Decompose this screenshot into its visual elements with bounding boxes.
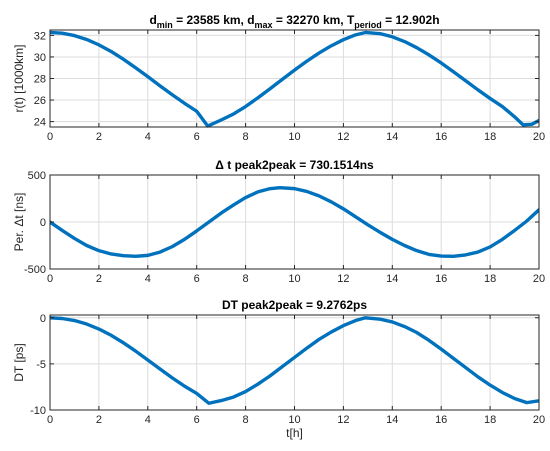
y-tick-label: 32	[34, 30, 46, 42]
x-tick-label: 6	[194, 273, 200, 285]
x-tick-label: 2	[96, 273, 102, 285]
x-tick-label: 14	[386, 131, 398, 143]
x-tick-label: 12	[337, 273, 349, 285]
x-tick-label: 8	[243, 414, 249, 426]
x-tick-label: 20	[533, 131, 545, 143]
x-tick-label: 14	[386, 414, 398, 426]
x-tick-label: 18	[484, 131, 496, 143]
y-tick-label: -5	[36, 359, 46, 371]
x-tick-label: 16	[435, 273, 447, 285]
y-tick-label: 28	[34, 74, 46, 86]
x-tick-label: 4	[145, 131, 151, 143]
x-tick-label: 2	[96, 131, 102, 143]
x-tick-label: 0	[47, 414, 53, 426]
x-tick-label: 8	[243, 131, 249, 143]
x-tick-label: 16	[435, 131, 447, 143]
x-tick-label: 20	[533, 273, 545, 285]
y-axis-label: DT [ps]	[12, 343, 26, 381]
x-tick-label: 4	[145, 414, 151, 426]
y-tick-label: -10	[30, 405, 46, 417]
x-tick-label: 10	[288, 414, 300, 426]
chart-title: Δ t peak2peak = 730.1514ns	[215, 158, 374, 172]
y-tick-label: 30	[34, 52, 46, 64]
chart-title: DT peak2peak = 9.2762ps	[222, 298, 367, 312]
x-tick-label: 10	[288, 131, 300, 143]
x-tick-label: 4	[145, 273, 151, 285]
x-tick-label: 8	[243, 273, 249, 285]
x-tick-label: 12	[337, 131, 349, 143]
x-tick-label: 20	[533, 414, 545, 426]
x-tick-label: 6	[194, 131, 200, 143]
y-tick-label: 500	[28, 170, 46, 182]
y-tick-label: 24	[34, 117, 46, 129]
x-tick-label: 16	[435, 414, 447, 426]
x-tick-label: 0	[47, 131, 53, 143]
y-axis-label: Per. Δt [ns]	[12, 193, 26, 252]
y-tick-label: 0	[40, 313, 46, 325]
chart-title: dmin = 23585 km, dmax = 32270 km, Tperio…	[149, 13, 439, 30]
x-tick-label: 18	[484, 273, 496, 285]
x-tick-label: 14	[386, 273, 398, 285]
chart-panel-3: 0 2 4 6 8 10 12 14 16 18 20 -10 -5 0 DT peak2peak = 9.…	[12, 298, 545, 440]
x-tick-label: 6	[194, 414, 200, 426]
y-tick-label: 26	[34, 95, 46, 107]
x-tick-label: 18	[484, 414, 496, 426]
series-line	[50, 185, 539, 259]
y-axis-label: r(t) [1000km]	[12, 44, 26, 112]
series-line	[50, 316, 539, 405]
x-tick-label: 12	[337, 414, 349, 426]
y-tick-label: 0	[40, 217, 46, 229]
x-tick-label: 10	[288, 273, 300, 285]
series-line	[50, 30, 539, 128]
y-tick-label: -500	[24, 264, 46, 276]
x-tick-label: 0	[47, 273, 53, 285]
x-tick-label: 2	[96, 414, 102, 426]
x-axis-label: t[h]	[286, 426, 303, 440]
